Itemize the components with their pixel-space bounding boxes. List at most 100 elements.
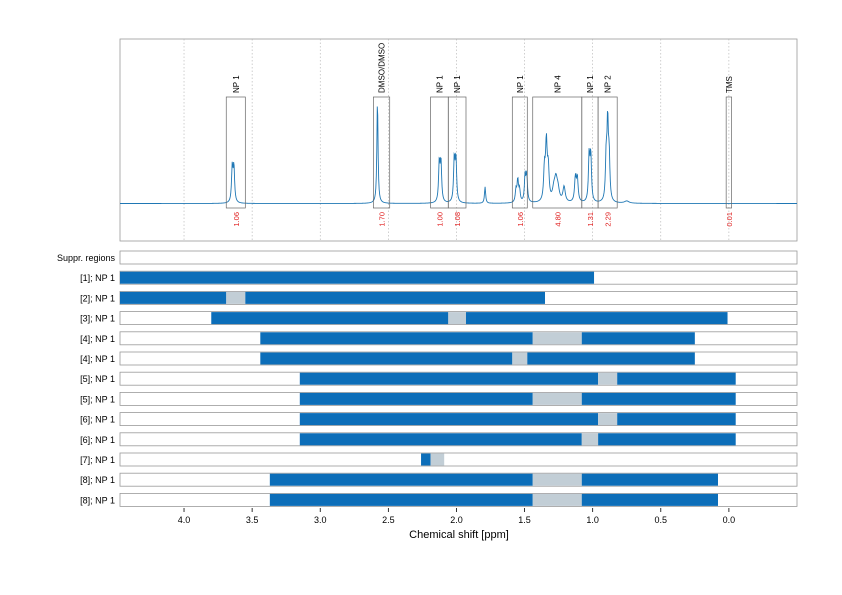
signal-region-label: TMS	[725, 76, 734, 93]
x-tick-label: 3.0	[314, 515, 327, 525]
region-row: [8]; NP 1	[80, 492, 798, 507]
region-row-frame	[119, 250, 798, 265]
region-row: [4]; NP 1	[80, 331, 798, 346]
assigned-region-bar	[465, 312, 728, 325]
assigned-region-bar	[260, 352, 513, 365]
x-tick-label: 2.0	[450, 515, 463, 525]
assigned-region-bar	[120, 291, 227, 304]
x-axis: 4.0 3.5 3.0 2.5 2.0 1.5 1.0 0.5 0.0	[178, 508, 735, 525]
region-row-label: [7]; NP 1	[80, 455, 115, 465]
region-row-label: [6]; NP 1	[80, 415, 115, 425]
suppressed-region-bar	[581, 433, 599, 446]
x-tick-label: 0.0	[723, 515, 736, 525]
signal-region-label: NP 1	[453, 75, 462, 93]
signal-region-box	[430, 96, 449, 209]
suppressed-region-bar	[430, 453, 445, 466]
region-row-label: [2]; NP 1	[80, 293, 115, 303]
region-row: Suppr. regions	[57, 250, 798, 265]
suppressed-region-bar	[532, 332, 582, 345]
signal-region-label: NP 1	[232, 75, 241, 93]
signal-region-box	[447, 96, 467, 209]
signal-region-box	[373, 96, 391, 209]
region-row: [6]; NP 1	[80, 412, 798, 427]
spectrum-panel: NP 1 1.06 DMSO/DMSO 1.70 NP 1 1.00 NP 1 1.08 NP …	[119, 38, 798, 242]
assigned-region-bar	[299, 372, 599, 385]
assigned-region-bar	[598, 433, 736, 446]
signal-region-integral: 0.01	[725, 212, 734, 227]
assigned-region-bar	[581, 392, 736, 405]
x-tick-label: 1.5	[518, 515, 531, 525]
signal-region-integral: 1.08	[453, 212, 462, 227]
assigned-region-bar	[617, 372, 736, 385]
suppressed-region-bar	[532, 473, 582, 486]
region-row-label: [5]; NP 1	[80, 374, 115, 384]
assigned-region-bar	[211, 312, 449, 325]
region-row: [2]; NP 1	[80, 290, 798, 305]
suppressed-region-bar	[532, 392, 582, 405]
signal-region-label: NP 1	[586, 75, 595, 93]
assigned-region-bar	[421, 453, 431, 466]
region-row: [3]; NP 1	[80, 311, 798, 326]
x-tick-label: 0.5	[655, 515, 668, 525]
suppressed-region-bar	[226, 291, 246, 304]
x-axis-label: Chemical shift [ppm]	[409, 529, 509, 541]
signal-region-integral: 1.70	[378, 212, 387, 227]
signal-region-box	[725, 96, 732, 209]
assigned-region-bar	[581, 493, 718, 506]
region-row: [4]; NP 1	[80, 351, 798, 366]
region-rows-panel: Suppr. regions [1]; NP 1 [2]; NP 1 [3]; NP …	[57, 250, 798, 507]
assigned-region-bar	[260, 332, 533, 345]
signal-region-label: NP 1	[435, 75, 444, 93]
region-row-label: [4]; NP 1	[80, 354, 115, 364]
suppressed-region-bar	[598, 413, 618, 426]
signal-region-label: NP 2	[604, 75, 613, 93]
signal-region-box	[597, 96, 618, 209]
spectrum-frame	[119, 38, 798, 242]
assigned-region-bar	[245, 291, 545, 304]
region-row: [1]; NP 1	[80, 270, 798, 285]
suppressed-region-bar	[512, 352, 528, 365]
region-row-label: [1]; NP 1	[80, 273, 115, 283]
x-tick-label: 4.0	[178, 515, 191, 525]
spectrum-line	[120, 106, 797, 204]
region-row-label: [8]; NP 1	[80, 495, 115, 505]
signal-region-integral: 1.00	[435, 212, 444, 227]
region-row-label: [4]; NP 1	[80, 334, 115, 344]
signal-region-label: NP 4	[553, 75, 562, 93]
region-row: [5]; NP 1	[80, 391, 798, 406]
assigned-region-bar	[527, 352, 695, 365]
region-row: [5]; NP 1	[80, 371, 798, 386]
assigned-region-bar	[269, 473, 533, 486]
signal-region-integral: 1.06	[516, 212, 525, 227]
region-row-label: [8]; NP 1	[80, 475, 115, 485]
signal-region-integral: 2.29	[604, 212, 613, 227]
region-row: [6]; NP 1	[80, 432, 798, 447]
region-row-label: Suppr. regions	[57, 253, 116, 263]
region-row: [7]; NP 1	[80, 452, 798, 467]
region-row-frame	[119, 452, 798, 467]
assigned-region-bar	[269, 493, 533, 506]
signal-region-integral: 1.31	[586, 212, 595, 227]
signal-region-label: NP 1	[516, 75, 525, 93]
signal-region-label: DMSO/DMSO	[378, 43, 387, 93]
signal-region-box	[511, 96, 528, 209]
x-tick-label: 1.0	[586, 515, 599, 525]
assigned-region-bar	[617, 413, 736, 426]
assigned-region-bar	[299, 413, 599, 426]
suppressed-region-bar	[532, 493, 582, 506]
region-row: [8]; NP 1	[80, 472, 798, 487]
region-row-label: [5]; NP 1	[80, 394, 115, 404]
region-row-label: [6]; NP 1	[80, 435, 115, 445]
suppressed-region-bar	[598, 372, 618, 385]
suppressed-region-bar	[448, 312, 466, 325]
signal-region-integral: 4.80	[553, 212, 562, 227]
x-tick-label: 3.5	[246, 515, 259, 525]
region-row-label: [3]; NP 1	[80, 314, 115, 324]
signal-region-box	[225, 96, 246, 209]
assigned-region-bar	[120, 271, 595, 284]
x-tick-label: 2.5	[382, 515, 395, 525]
assigned-region-bar	[581, 332, 695, 345]
assigned-region-bar	[299, 433, 582, 446]
assigned-region-bar	[581, 473, 718, 486]
